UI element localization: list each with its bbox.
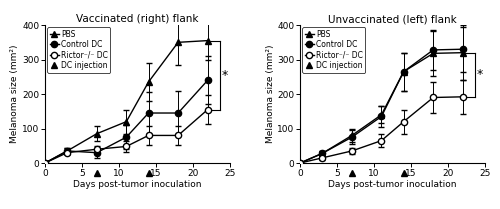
- Title: Unvaccinated (left) flank: Unvaccinated (left) flank: [328, 14, 457, 24]
- Y-axis label: Melanoma size (mm²): Melanoma size (mm²): [266, 45, 274, 143]
- Text: *: *: [477, 68, 483, 81]
- Title: Vaccinated (right) flank: Vaccinated (right) flank: [76, 14, 198, 24]
- X-axis label: Days post-tumor inoculation: Days post-tumor inoculation: [328, 180, 457, 189]
- X-axis label: Days post-tumor inoculation: Days post-tumor inoculation: [73, 180, 202, 189]
- Text: *: *: [222, 69, 228, 82]
- Y-axis label: Melanoma size (mm²): Melanoma size (mm²): [10, 45, 20, 143]
- Legend: PBS, Control DC, Rictor⁻/⁻ DC, DC injection: PBS, Control DC, Rictor⁻/⁻ DC, DC inject…: [48, 27, 110, 73]
- Legend: PBS, Control DC, Rictor⁻/⁻ DC, DC injection: PBS, Control DC, Rictor⁻/⁻ DC, DC inject…: [302, 27, 366, 73]
